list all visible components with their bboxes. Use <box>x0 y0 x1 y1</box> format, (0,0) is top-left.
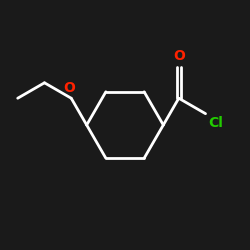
Text: Cl: Cl <box>208 116 223 130</box>
Text: O: O <box>173 49 185 63</box>
Text: O: O <box>63 80 75 94</box>
